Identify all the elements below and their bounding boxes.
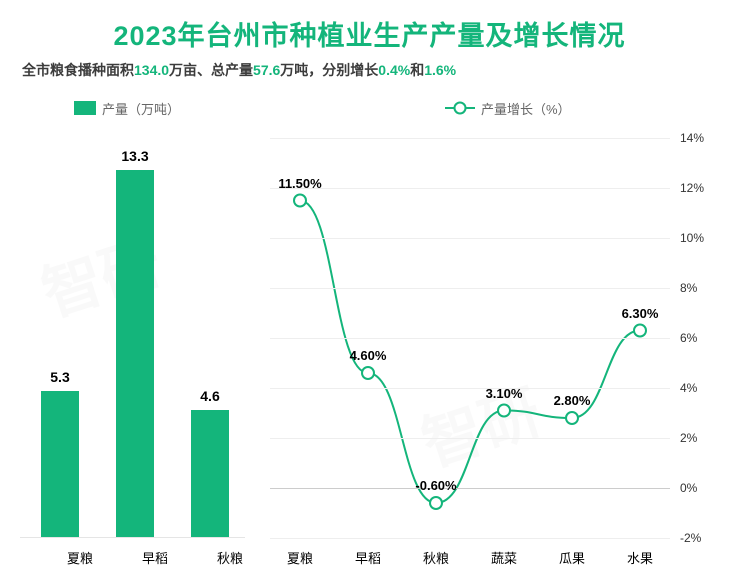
chart-title: 2023年台州市种植业生产产量及增长情况 bbox=[0, 0, 739, 53]
bar bbox=[191, 410, 229, 537]
point-value-label: 4.60% bbox=[350, 348, 387, 363]
legend-bar-swatch bbox=[74, 101, 96, 115]
gridline bbox=[270, 538, 670, 539]
gridline bbox=[270, 438, 670, 439]
line-x-label: 夏粮 bbox=[270, 548, 330, 567]
subtitle-highlight: 57.6 bbox=[253, 62, 280, 78]
line-x-label: 早稻 bbox=[338, 548, 398, 567]
bar-value-label: 13.3 bbox=[105, 148, 165, 164]
charts-area: 5.313.34.6 夏粮早稻秋粮 -2%0%2%4%6%8%10%12%14%… bbox=[0, 128, 739, 583]
legend-item-bar: 产量（万吨） bbox=[74, 99, 180, 118]
legend: 产量（万吨） 产量增长（%） bbox=[0, 98, 739, 118]
legend-line-marker bbox=[445, 107, 475, 109]
y-tick-label: 6% bbox=[680, 331, 697, 345]
subtitle-text: 全市粮食播种面积 bbox=[22, 62, 134, 78]
gridline bbox=[270, 238, 670, 239]
line-marker bbox=[566, 412, 578, 424]
point-value-label: 11.50% bbox=[278, 176, 321, 191]
bar-chart: 5.313.34.6 夏粮早稻秋粮 bbox=[20, 128, 245, 583]
subtitle-text: 万吨，分别增长 bbox=[280, 62, 378, 78]
line-chart: -2% 0% 2% 4% 6% 8% 10% 12% 14% 11.50% 4.60% -0.60% 3… bbox=[270, 128, 720, 583]
bar-plot: 5.3 13.3 4.6 bbox=[20, 138, 245, 538]
line-x-label: 瓜果 bbox=[542, 548, 602, 567]
subtitle-text: 万亩、总产量 bbox=[169, 62, 253, 78]
point-value-label: 6.30% bbox=[622, 306, 659, 321]
bar-value-label: 4.6 bbox=[180, 388, 240, 404]
y-tick-label: 0% bbox=[680, 481, 697, 495]
subtitle-highlight: 0.4% bbox=[378, 62, 410, 78]
y-tick-label: 10% bbox=[680, 231, 704, 245]
y-tick-label: 12% bbox=[680, 181, 704, 195]
y-tick-label: 8% bbox=[680, 281, 697, 295]
line-marker bbox=[294, 195, 306, 207]
legend-item-line: 产量增长（%） bbox=[445, 99, 571, 118]
bar-x-label: 早稻 bbox=[125, 548, 185, 567]
line-plot: -2%0%2%4%6%8%10%12%14%11.50%4.60%-0.60%3… bbox=[270, 138, 670, 538]
subtitle-highlight: 134.0 bbox=[134, 62, 169, 78]
line-x-label: 秋粮 bbox=[406, 548, 466, 567]
bar-x-label: 夏粮 bbox=[50, 548, 110, 567]
bar bbox=[41, 391, 79, 537]
line-x-label: 水果 bbox=[610, 548, 670, 567]
gridline bbox=[270, 288, 670, 289]
point-value-label: -0.60% bbox=[415, 478, 456, 493]
y-tick-label: 14% bbox=[680, 131, 704, 145]
subtitle-text: 和 bbox=[410, 62, 424, 78]
bar-x-label: 秋粮 bbox=[200, 548, 260, 567]
line-marker bbox=[430, 497, 442, 509]
legend-bar-label: 产量（万吨） bbox=[102, 99, 180, 118]
line-marker bbox=[362, 367, 374, 379]
gridline bbox=[270, 388, 670, 389]
subtitle-highlight: 1.6% bbox=[424, 62, 456, 78]
line-x-label: 蔬菜 bbox=[474, 548, 534, 567]
legend-line-label: 产量增长（%） bbox=[481, 99, 571, 118]
gridline bbox=[270, 188, 670, 189]
y-tick-label: 4% bbox=[680, 381, 697, 395]
bar-value-label: 5.3 bbox=[30, 369, 90, 385]
gridline bbox=[270, 338, 670, 339]
bar bbox=[116, 170, 154, 537]
line-marker bbox=[498, 405, 510, 417]
point-value-label: 2.80% bbox=[554, 393, 591, 408]
line-marker bbox=[634, 325, 646, 337]
chart-subtitle: 全市粮食播种面积134.0万亩、总产量57.6万吨，分别增长0.4%和1.6% bbox=[0, 60, 739, 80]
gridline bbox=[270, 488, 670, 489]
y-tick-label: -2% bbox=[680, 531, 701, 545]
point-value-label: 3.10% bbox=[486, 386, 523, 401]
y-tick-label: 2% bbox=[680, 431, 697, 445]
gridline bbox=[270, 138, 670, 139]
